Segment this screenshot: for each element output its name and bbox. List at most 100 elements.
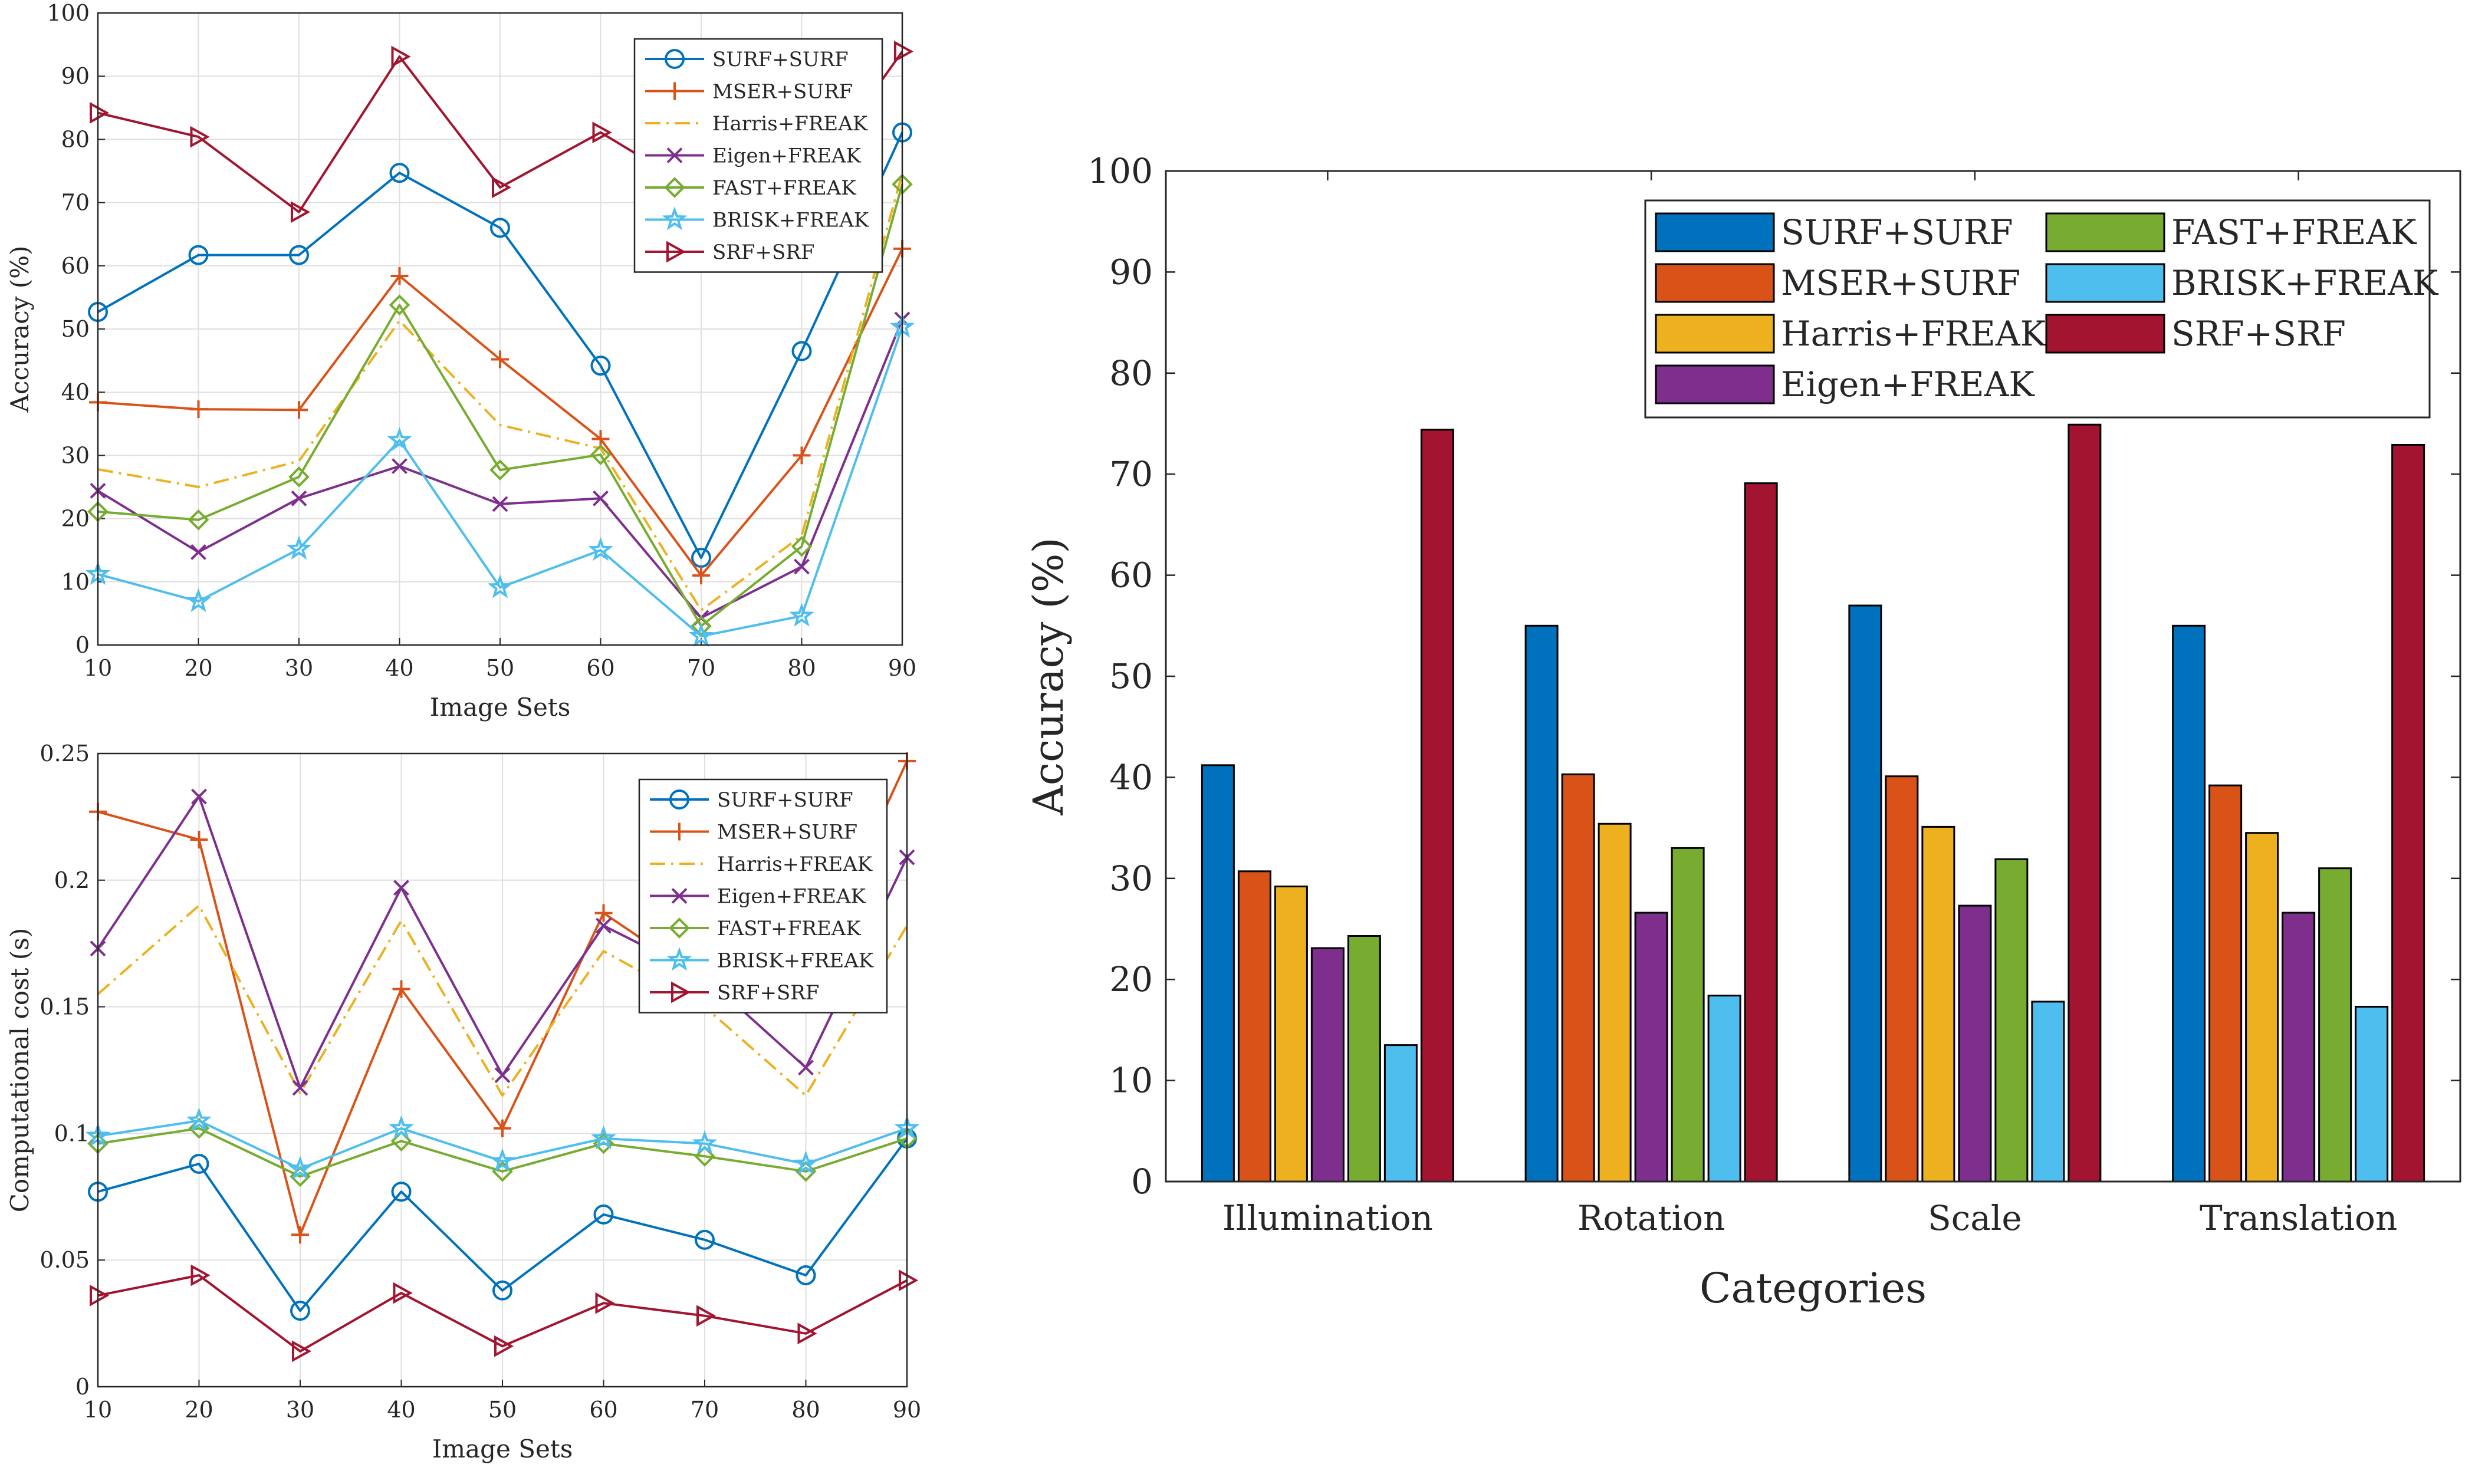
data-point [291, 490, 307, 506]
bar-mser-surf [1561, 773, 1595, 1183]
data-point [696, 1305, 716, 1327]
data-point [595, 1292, 615, 1314]
y-tick-label: 100 [47, 0, 90, 26]
y-tick-label: 60 [61, 253, 90, 279]
legend-label: Eigen+FREAK [717, 885, 866, 909]
data-point [691, 548, 711, 568]
legend-label: SRF+SRF [2171, 314, 2346, 354]
legend-label: SRF+SRF [712, 241, 814, 264]
data-point [289, 245, 309, 265]
x-tick-label: 70 [687, 655, 715, 681]
data-point [392, 980, 410, 998]
series-line [97, 183, 903, 627]
legend-swatch [2045, 263, 2165, 303]
bar-srf-srf [2391, 443, 2425, 1183]
plot-frame [1165, 170, 2461, 1183]
data-point [391, 1182, 412, 1202]
data-point [692, 567, 710, 585]
bar-group-illumination [1201, 429, 1454, 1183]
data-point [791, 341, 812, 361]
data-point [489, 1148, 515, 1172]
bar-surf-surf [1201, 764, 1235, 1183]
bar-harris-freak [1274, 886, 1308, 1183]
legend-item-surf-surf: SURF+SURF [650, 788, 853, 812]
y-tick-label: 30 [61, 442, 90, 468]
data-point [692, 1130, 718, 1154]
legend-item-harris-freak: Harris+FREAK [645, 112, 868, 136]
data-point [389, 294, 410, 316]
legend-swatch [2045, 314, 2165, 354]
data-point [491, 350, 509, 368]
data-point [793, 446, 811, 465]
legend-item-eigen-freak: Eigen+FREAK [645, 144, 862, 168]
data-point [188, 509, 209, 531]
bar-fast-freak [1671, 847, 1705, 1183]
data-point [287, 1156, 313, 1180]
legend-swatch [1655, 263, 1775, 303]
data-point [688, 623, 714, 647]
legend-item-eigen-freak: Eigen+FREAK [1655, 364, 2035, 404]
plot-frame [97, 752, 908, 1388]
bar-surf-surf [2172, 624, 2206, 1183]
x-tick-label: 80 [791, 1397, 820, 1423]
category-label-illumination: Illumination [1222, 1198, 1433, 1238]
series-surf-surf [88, 1128, 917, 1321]
data-point [186, 1107, 212, 1132]
series-harris-freak [97, 904, 908, 1097]
legend-item-srf-srf: SRF+SRF [650, 981, 819, 1005]
bar-fast-freak [1994, 858, 2029, 1183]
data-point [487, 574, 513, 598]
y-tick-label: 70 [61, 190, 90, 216]
data-point [796, 1265, 816, 1285]
legend-marker [666, 241, 686, 263]
data-point [590, 444, 612, 466]
y-tick-label: 0.15 [40, 994, 90, 1020]
series-line [97, 1137, 908, 1312]
legend-box [633, 38, 883, 273]
legend-item-fast-freak: FAST+FREAK [650, 917, 861, 940]
y-tick-label: 90 [1109, 252, 1153, 292]
legend-item-fast-freak: FAST+FREAK [645, 176, 856, 200]
data-point [588, 537, 613, 561]
data-point [794, 558, 810, 575]
y-axis-label: Computational cost (s) [5, 928, 34, 1213]
y-axis-label: Accuracy (%) [1024, 537, 1073, 815]
legend-label: FAST+FREAK [2171, 212, 2417, 252]
x-tick-label: 50 [486, 655, 514, 681]
legend-label: Harris+FREAK [712, 112, 868, 136]
bar-eigen-freak [1310, 947, 1345, 1183]
legend-label: MSER+SURF [712, 80, 853, 104]
series-line [97, 173, 903, 611]
data-point [596, 917, 612, 934]
y-tick-label: 40 [61, 379, 90, 405]
legend-label: SURF+SURF [712, 48, 849, 71]
bar-fast-freak [2318, 867, 2352, 1183]
series-line [97, 904, 908, 1097]
bar-eigen-freak [1958, 904, 1992, 1183]
legend-label: Eigen+FREAK [1781, 364, 2035, 404]
legend: SURF+SURF MSER+SURF Harris+FREAK Eigen+FREA… [633, 38, 883, 273]
legend-label: Harris+FREAK [717, 853, 873, 876]
data-point [190, 544, 206, 560]
data-point [292, 1080, 308, 1096]
plot-frame [97, 12, 903, 646]
data-point [291, 201, 311, 223]
y-tick-label: 70 [1109, 454, 1153, 494]
data-point [494, 1119, 511, 1137]
y-tick-label: 0.2 [54, 867, 90, 893]
x-tick-label: 20 [184, 655, 212, 681]
y-tick-label: 0 [75, 632, 90, 658]
legend-marker [666, 82, 683, 100]
y-tick-label: 30 [1109, 858, 1153, 899]
legend-item-srf-srf: SRF+SRF [2045, 314, 2346, 354]
x-tick-label: 80 [787, 655, 816, 681]
data-point [591, 1125, 616, 1150]
x-tick-label: 10 [84, 655, 112, 681]
y-tick-label: 0.25 [40, 741, 90, 766]
series-line [97, 1119, 908, 1170]
series-line [97, 1127, 908, 1178]
x-tick-label: 70 [691, 1397, 719, 1423]
series-line [97, 1274, 908, 1353]
bar-brisk-freak [2355, 1005, 2389, 1183]
y-tick-label: 0.05 [40, 1247, 90, 1273]
